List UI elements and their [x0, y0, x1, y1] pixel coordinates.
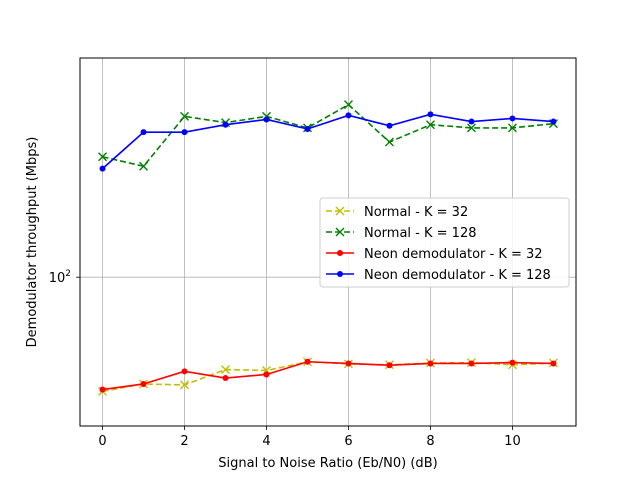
dot-marker — [222, 375, 229, 382]
legend: Normal - K = 32 Normal - K = 128 Neon demo… — [319, 197, 570, 288]
x-marker — [139, 161, 149, 171]
x-axis-label: Signal to Noise Ratio (Eb/N0) (dB) — [218, 456, 437, 471]
dot-marker — [509, 115, 516, 122]
x-tick-label: 4 — [262, 434, 270, 449]
legend-label: Neon demodulator - K = 128 — [364, 268, 551, 283]
dot-marker — [337, 271, 343, 277]
x-tick-label: 6 — [344, 434, 352, 449]
x-marker — [425, 120, 435, 130]
y-axis-label: Demodulator throughput (Mbps) — [25, 137, 40, 348]
legend-entry: Normal - K = 32 — [326, 205, 468, 220]
x-marker — [180, 380, 190, 390]
x-tick-label: 10 — [504, 434, 521, 449]
dot-marker — [468, 118, 475, 125]
dot-marker — [140, 129, 147, 136]
dot-marker — [509, 359, 516, 366]
x-marker — [180, 111, 190, 121]
x-marker — [98, 152, 108, 162]
x-marker — [344, 100, 353, 110]
x-marker — [335, 206, 345, 216]
dot-marker — [427, 111, 434, 118]
series-neon-demodulator-k-32 — [99, 358, 557, 393]
axes-frame — [79, 57, 577, 427]
dot-marker — [345, 112, 352, 119]
dot-marker — [181, 129, 188, 136]
dot-marker — [337, 250, 343, 256]
x-tick-label: 2 — [180, 434, 188, 449]
x-marker — [466, 123, 476, 133]
legend-label: Normal - K = 32 — [364, 205, 468, 220]
plot-area — [98, 100, 558, 396]
dot-marker — [263, 371, 270, 378]
x-tick-label: 8 — [426, 434, 434, 449]
dot-marker — [304, 125, 311, 132]
series-neon-demodulator-k-128 — [99, 111, 557, 172]
dot-marker — [386, 122, 393, 129]
x-marker — [221, 365, 231, 375]
dot-marker — [222, 121, 229, 128]
x-marker — [507, 123, 517, 133]
dot-marker — [263, 116, 270, 123]
series-line — [102, 360, 554, 391]
legend-entry: Neon demodulator - K = 32 — [326, 247, 543, 262]
series-line — [102, 103, 554, 168]
series-line — [102, 113, 554, 170]
dot-marker — [550, 360, 557, 367]
legend-label: Normal - K = 128 — [364, 226, 477, 241]
x-tick-label: 0 — [98, 434, 106, 449]
legend-entry: Normal - K = 128 — [326, 226, 477, 241]
dot-marker — [99, 386, 106, 393]
x-marker — [384, 137, 394, 147]
dot-marker — [99, 165, 106, 172]
legend-box — [319, 197, 570, 288]
x-marker — [335, 227, 345, 237]
dot-marker — [304, 358, 311, 365]
dot-marker — [386, 362, 393, 369]
legend-entry: Neon demodulator - K = 128 — [326, 268, 551, 283]
dot-marker — [468, 360, 475, 367]
dot-marker — [181, 368, 188, 375]
dot-marker — [550, 118, 557, 125]
legend-label: Neon demodulator - K = 32 — [364, 247, 543, 262]
dot-marker — [140, 380, 147, 387]
dot-marker — [427, 360, 434, 367]
dot-marker — [345, 360, 352, 367]
